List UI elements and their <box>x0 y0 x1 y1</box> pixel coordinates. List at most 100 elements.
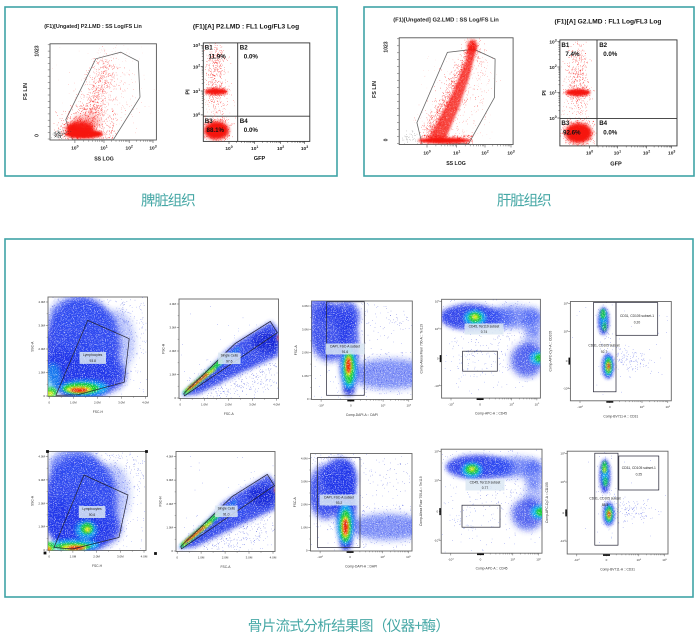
svg-text:104: 104 <box>640 405 645 409</box>
svg-text:3.0M: 3.0M <box>118 401 125 405</box>
svg-text:2.0M: 2.0M <box>38 347 45 351</box>
svg-text:DAPI, FSC-A subset: DAPI, FSC-A subset <box>330 344 360 348</box>
svg-text:105: 105 <box>666 405 671 409</box>
svg-text:SSC-A: SSC-A <box>31 341 35 352</box>
svg-text:0: 0 <box>349 555 351 559</box>
svg-text:SS LOG: SS LOG <box>446 161 466 167</box>
svg-text:105: 105 <box>535 402 540 406</box>
svg-text:4.0M: 4.0M <box>38 455 45 459</box>
svg-text:FSC-A: FSC-A <box>294 345 298 356</box>
svg-text:1.0M: 1.0M <box>301 526 308 530</box>
svg-text:0: 0 <box>480 557 482 561</box>
svg-text:105: 105 <box>434 449 439 453</box>
svg-text:0.0%: 0.0% <box>603 129 618 136</box>
svg-text:103: 103 <box>549 39 556 46</box>
svg-text:SSC-A: SSC-A <box>31 495 35 506</box>
svg-text:Comp-BV711-A :: CD31: Comp-BV711-A :: CD31 <box>603 414 638 418</box>
svg-text:Lymphocytes: Lymphocytes <box>82 507 102 511</box>
svg-text:3.0M: 3.0M <box>302 327 309 331</box>
svg-text:0: 0 <box>179 403 181 407</box>
svg-text:CD45, Ter119 subset: CD45, Ter119 subset <box>469 324 500 328</box>
svg-text:Comp-DAPI-A :: DAPI: Comp-DAPI-A :: DAPI <box>346 413 378 417</box>
svg-text:104: 104 <box>560 480 565 484</box>
svg-text:3.0M: 3.0M <box>249 403 256 407</box>
svg-text:0: 0 <box>35 134 41 137</box>
svg-text:0: 0 <box>174 396 176 400</box>
svg-text:91.6: 91.6 <box>342 350 349 354</box>
svg-text:2.0M: 2.0M <box>301 503 308 507</box>
svg-text:0: 0 <box>48 401 50 405</box>
svg-text:0: 0 <box>437 357 439 361</box>
svg-text:FSC-A: FSC-A <box>293 497 297 508</box>
svg-text:B4: B4 <box>240 118 248 125</box>
svg-text:0.74: 0.74 <box>481 330 488 334</box>
svg-text:0: 0 <box>609 405 611 409</box>
svg-text:3.0M: 3.0M <box>301 480 308 484</box>
svg-text:(F1)[Ungated] P2.LMD : SS Log/: (F1)[Ungated] P2.LMD : SS Log/FS Lin <box>44 24 142 30</box>
svg-text:0: 0 <box>43 548 45 552</box>
svg-text:0: 0 <box>306 549 308 553</box>
svg-text:103: 103 <box>301 145 308 152</box>
svg-text:1.0M: 1.0M <box>302 374 309 378</box>
svg-text:103: 103 <box>507 150 514 157</box>
svg-text:Comp-Alexa Fluor 700-A :: Ter1: Comp-Alexa Fluor 700-A :: Ter119 <box>420 324 424 374</box>
svg-text:100: 100 <box>423 150 430 157</box>
svg-text:88.1%: 88.1% <box>207 127 225 134</box>
svg-text:Comp-APC-Cy7-A :: CD105: Comp-APC-Cy7-A :: CD105 <box>548 331 552 372</box>
svg-text:FSC-H: FSC-H <box>162 343 166 354</box>
svg-text:GFP: GFP <box>610 162 622 168</box>
svg-text:CD31, CD105 subset-1: CD31, CD105 subset-1 <box>622 466 656 470</box>
svg-text:100: 100 <box>586 150 593 157</box>
svg-text:1.0M: 1.0M <box>166 526 173 530</box>
svg-text:4.0M: 4.0M <box>166 455 173 459</box>
svg-text:93.8: 93.8 <box>89 359 96 363</box>
svg-text:88.9: 88.9 <box>602 503 609 507</box>
svg-text:B2: B2 <box>599 42 607 49</box>
svg-text:102: 102 <box>126 145 133 152</box>
svg-text:-104: -104 <box>563 387 569 391</box>
svg-text:101: 101 <box>614 150 621 157</box>
svg-text:2.0M: 2.0M <box>169 349 176 353</box>
svg-text:Comp-Alexa Fluor 700-A :: Ter1: Comp-Alexa Fluor 700-A :: Ter119 <box>419 476 423 526</box>
svg-text:103: 103 <box>149 145 156 152</box>
svg-text:0: 0 <box>307 397 309 401</box>
svg-text:1.0M: 1.0M <box>38 371 45 375</box>
svg-text:0: 0 <box>48 555 50 559</box>
svg-text:0: 0 <box>563 511 565 515</box>
svg-text:100: 100 <box>549 115 556 122</box>
svg-text:Single Cells: Single Cells <box>218 507 236 511</box>
svg-text:-104: -104 <box>577 405 583 409</box>
svg-text:2.0M: 2.0M <box>38 501 45 505</box>
svg-text:(F1)[A] P2.LMD : FL1 Log/FL3 L: (F1)[A] P2.LMD : FL1 Log/FL3 Log <box>193 23 299 30</box>
svg-text:4.0M: 4.0M <box>142 401 149 405</box>
svg-text:90.6: 90.6 <box>89 513 96 517</box>
svg-text:101: 101 <box>100 145 107 152</box>
svg-text:0: 0 <box>606 558 608 562</box>
svg-text:CD31, CD105 subset-1: CD31, CD105 subset-1 <box>620 314 654 318</box>
svg-text:105: 105 <box>662 558 667 562</box>
svg-text:FSC-H: FSC-H <box>159 496 163 507</box>
svg-text:105: 105 <box>435 299 440 303</box>
svg-text:104: 104 <box>564 329 569 333</box>
svg-text:1.0M: 1.0M <box>38 525 45 529</box>
svg-text:91.0: 91.0 <box>223 513 230 517</box>
svg-text:Comp-APC-Cy7-A :: CD105: Comp-APC-Cy7-A :: CD105 <box>545 482 549 523</box>
svg-text:101: 101 <box>251 145 258 152</box>
svg-text:4.0M: 4.0M <box>38 300 45 304</box>
svg-text:CD31, CD105 subset: CD31, CD105 subset <box>588 344 619 348</box>
svg-text:B1: B1 <box>205 45 213 52</box>
svg-text:-104: -104 <box>560 539 566 543</box>
svg-text:105: 105 <box>560 451 565 455</box>
svg-text:1.0M: 1.0M <box>70 555 77 559</box>
svg-text:2.0M: 2.0M <box>166 502 173 506</box>
svg-text:0: 0 <box>176 556 178 560</box>
svg-text:0.25: 0.25 <box>636 473 643 477</box>
svg-text:4.0M: 4.0M <box>141 555 148 559</box>
svg-text:1.0M: 1.0M <box>201 403 208 407</box>
svg-text:-104: -104 <box>448 402 454 406</box>
svg-text:105: 105 <box>406 555 411 559</box>
svg-text:104: 104 <box>509 402 514 406</box>
svg-text:102: 102 <box>193 64 200 71</box>
svg-text:0.0%: 0.0% <box>244 54 259 61</box>
svg-text:4.0M: 4.0M <box>273 403 280 407</box>
